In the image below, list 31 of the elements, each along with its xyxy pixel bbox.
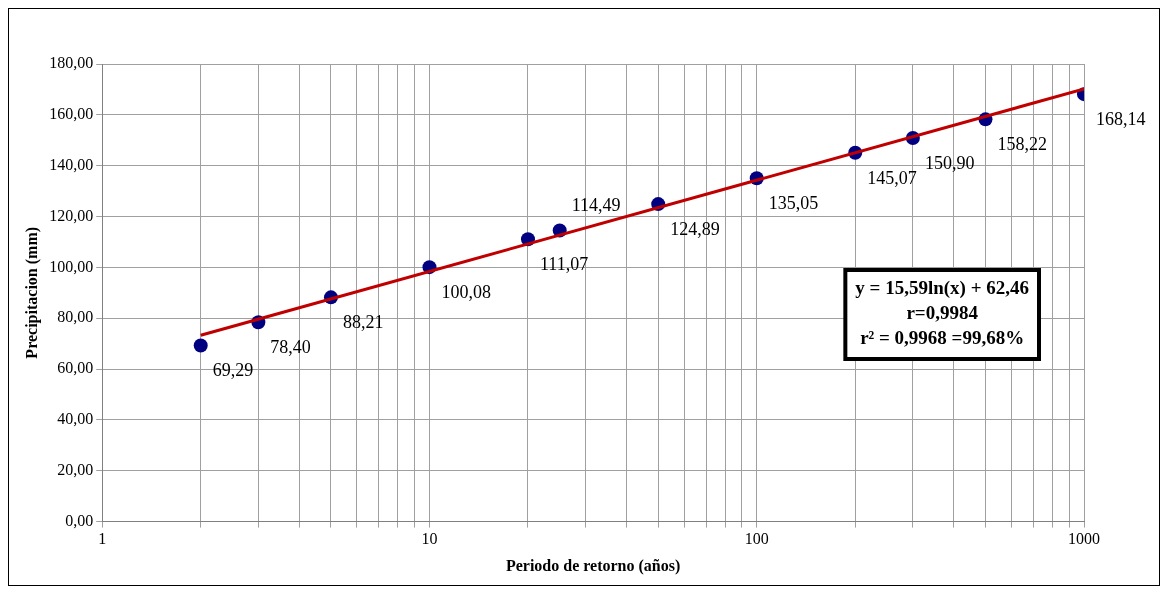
data-label: 158,22	[997, 134, 1047, 155]
y-axis-title: Precipitacion (mm)	[22, 226, 41, 359]
data-label: 78,40	[270, 337, 311, 358]
y-tick-label: 140,00	[49, 155, 94, 173]
data-label: 145,07	[867, 167, 917, 188]
x-tick-label: 100	[744, 530, 769, 548]
data-label: 88,21	[342, 312, 384, 333]
y-tick-label: 60,00	[57, 359, 94, 377]
y-tick-label: 40,00	[57, 410, 94, 428]
y-tick-label: 160,00	[49, 105, 94, 123]
x-tick-label: 1	[98, 530, 107, 548]
y-tick-label: 180,00	[49, 54, 94, 72]
x-tick-label: 1000	[1068, 530, 1100, 548]
annotation: r=0,9984	[906, 302, 979, 324]
data-label: 111,07	[539, 253, 589, 274]
data-label: 124,89	[670, 218, 720, 239]
x-tick-label: 10	[421, 530, 438, 548]
data-label: 135,05	[768, 193, 819, 214]
data-label: 69,29	[212, 360, 254, 381]
y-tick-label: 0,00	[65, 511, 94, 529]
y-tick-label: 120,00	[49, 206, 94, 224]
data-label: 100,08	[441, 281, 491, 302]
data-label: 168,14	[1096, 108, 1146, 129]
y-tick-label: 20,00	[57, 460, 94, 478]
annotation: r² = 0,9968 =99,68%	[860, 327, 1025, 349]
y-tick-label: 100,00	[49, 257, 94, 275]
y-tick-label: 80,00	[57, 308, 94, 326]
x-axis-title: Periodo de retorno (años)	[505, 556, 681, 575]
data-label: 114,49	[571, 195, 621, 216]
data-label: 150,90	[924, 152, 975, 173]
annotation: y = 15,59ln(x) + 62,46	[855, 277, 1029, 300]
